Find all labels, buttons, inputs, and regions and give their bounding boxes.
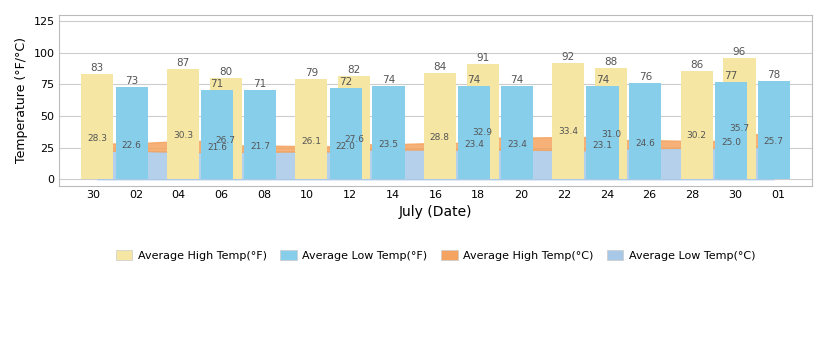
Text: 26.7: 26.7: [216, 136, 236, 145]
Text: 22.0: 22.0: [335, 142, 355, 151]
Bar: [373, 86, 404, 179]
Text: 25.7: 25.7: [764, 137, 784, 146]
Text: 35.7: 35.7: [730, 125, 749, 134]
Text: 28.3: 28.3: [87, 134, 107, 143]
Text: 23.1: 23.1: [593, 141, 613, 150]
Text: 86: 86: [690, 60, 703, 70]
Bar: [338, 76, 370, 179]
Text: 80: 80: [219, 67, 232, 77]
Legend: Average High Temp(°F), Average Low Temp(°F), Average High Temp(°C), Average Low : Average High Temp(°F), Average Low Temp(…: [111, 246, 760, 265]
Text: 74: 74: [596, 75, 609, 85]
Bar: [466, 64, 499, 179]
Text: 74: 74: [467, 75, 481, 85]
Bar: [681, 71, 713, 179]
Text: 72: 72: [339, 77, 352, 87]
Text: 21.6: 21.6: [208, 143, 227, 152]
Text: 21.7: 21.7: [250, 142, 270, 151]
Bar: [201, 89, 233, 179]
Text: 76: 76: [638, 72, 652, 82]
Bar: [724, 58, 755, 179]
Bar: [81, 74, 114, 179]
Text: 91: 91: [476, 53, 489, 63]
Bar: [629, 83, 662, 179]
Text: 71: 71: [211, 79, 224, 89]
Text: 74: 74: [382, 75, 395, 85]
Text: 83: 83: [90, 63, 104, 73]
Text: 32.9: 32.9: [472, 128, 493, 137]
Text: 71: 71: [253, 79, 266, 89]
Bar: [167, 69, 199, 179]
Text: 30.2: 30.2: [686, 131, 706, 140]
Bar: [424, 73, 456, 179]
Text: 78: 78: [767, 70, 780, 80]
Text: 79: 79: [305, 68, 318, 79]
Text: 24.6: 24.6: [635, 139, 655, 148]
Bar: [330, 88, 362, 179]
Text: 82: 82: [348, 65, 361, 75]
Text: 23.4: 23.4: [507, 140, 527, 149]
Text: 73: 73: [125, 76, 139, 86]
Bar: [295, 79, 328, 179]
Text: 92: 92: [562, 52, 575, 62]
Text: 84: 84: [433, 62, 447, 72]
Bar: [587, 86, 618, 179]
Y-axis label: Temperature (°F/°C): Temperature (°F/°C): [15, 37, 28, 163]
Bar: [115, 87, 148, 179]
Text: 31.0: 31.0: [601, 130, 621, 139]
Text: 77: 77: [725, 71, 738, 81]
Bar: [210, 78, 242, 179]
Text: 22.6: 22.6: [122, 141, 142, 150]
Text: 87: 87: [176, 58, 189, 68]
Text: 30.3: 30.3: [173, 131, 193, 140]
Text: 33.4: 33.4: [559, 127, 579, 136]
Bar: [595, 68, 627, 179]
Bar: [758, 81, 790, 179]
Bar: [552, 63, 584, 179]
Text: 28.8: 28.8: [430, 133, 450, 142]
Bar: [458, 86, 491, 179]
X-axis label: July (Date): July (Date): [398, 205, 472, 219]
Bar: [500, 86, 533, 179]
Text: 27.6: 27.6: [344, 135, 364, 144]
Text: 74: 74: [510, 75, 524, 85]
Text: 88: 88: [604, 57, 618, 67]
Text: 25.0: 25.0: [721, 138, 741, 147]
Bar: [715, 82, 747, 179]
Text: 23.5: 23.5: [378, 140, 398, 149]
Text: 23.4: 23.4: [464, 140, 484, 149]
Text: 96: 96: [733, 47, 746, 57]
Bar: [244, 89, 276, 179]
Text: 26.1: 26.1: [301, 136, 321, 146]
